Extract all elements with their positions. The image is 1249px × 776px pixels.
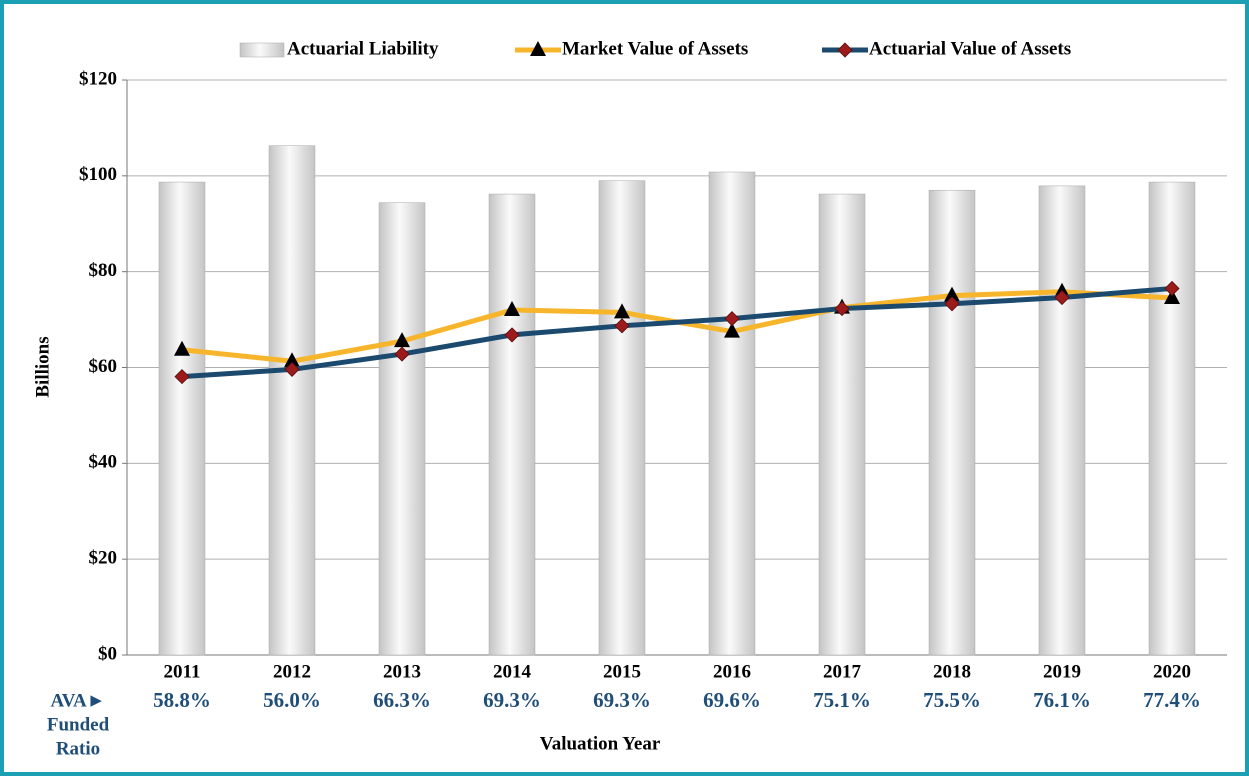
marker [724, 322, 740, 338]
y-tick-label: $80 [89, 260, 118, 281]
bar [598, 180, 646, 656]
funded-ratio: 56.0% [263, 688, 321, 712]
y-axis-title: Billions [32, 336, 53, 397]
marker [174, 340, 190, 356]
y-tick-label: $20 [89, 548, 118, 569]
bar [708, 171, 756, 656]
marker [614, 318, 630, 334]
y-tick-label: $40 [89, 452, 118, 473]
legend-label: Actuarial Value of Assets [869, 38, 1071, 59]
x-tick-label: 2019 [1043, 661, 1081, 682]
marker [834, 300, 850, 317]
x-axis-title: Valuation Year [540, 733, 661, 754]
legend-label: Market Value of Assets [562, 38, 748, 59]
x-tick-label: 2015 [603, 661, 641, 682]
marker [1164, 289, 1180, 305]
bar [928, 189, 976, 656]
marker [724, 311, 740, 327]
funded-ratio-label: Ratio [56, 738, 100, 759]
marker [1164, 280, 1180, 297]
bar [1038, 185, 1086, 656]
y-tick-label: $120 [79, 68, 117, 89]
bar [818, 193, 866, 656]
marker [614, 303, 630, 319]
legend-swatch [239, 42, 285, 58]
y-tick-label: $0 [98, 643, 117, 664]
x-tick-label: 2012 [273, 661, 311, 682]
x-tick-label: 2013 [383, 661, 421, 682]
marker [504, 301, 520, 316]
bar [488, 193, 536, 656]
funded-ratio: 76.1% [1033, 688, 1091, 712]
bar [268, 145, 316, 656]
y-tick-label: $60 [89, 356, 118, 377]
bar [158, 181, 206, 656]
marker [174, 369, 190, 385]
marker [284, 352, 300, 368]
x-tick-label: 2011 [164, 661, 201, 682]
marker [944, 296, 960, 312]
funded-ratio: 75.1% [813, 688, 871, 712]
x-tick-label: 2016 [713, 661, 751, 682]
marker [1054, 289, 1070, 306]
marker [837, 42, 853, 58]
funded-ratio: 58.8% [153, 688, 211, 712]
marker [504, 327, 520, 343]
legend-label: Actuarial Liability [287, 38, 439, 59]
funded-ratio: 69.6% [703, 688, 761, 712]
line [181, 285, 1173, 380]
x-tick-label: 2017 [823, 661, 862, 682]
x-tick-label: 2020 [1153, 661, 1191, 682]
x-tick-label: 2018 [933, 661, 971, 682]
marker [394, 332, 410, 348]
marker [284, 361, 300, 377]
bar [1148, 181, 1196, 656]
marker [944, 286, 960, 302]
funded-ratio: 77.4% [1143, 688, 1201, 712]
funded-ratio: 75.5% [923, 688, 981, 712]
funded-ratio-label: Funded [47, 714, 110, 735]
y-tick-label: $100 [79, 164, 117, 185]
funded-ratio: 69.3% [483, 688, 541, 712]
bar [378, 202, 426, 656]
funded-ratio-label: AVA► [50, 690, 105, 711]
marker [394, 346, 410, 362]
marker [530, 41, 546, 56]
funded-ratio: 69.3% [593, 688, 651, 712]
x-tick-label: 2014 [493, 661, 532, 682]
funded-ratio: 66.3% [373, 688, 431, 712]
